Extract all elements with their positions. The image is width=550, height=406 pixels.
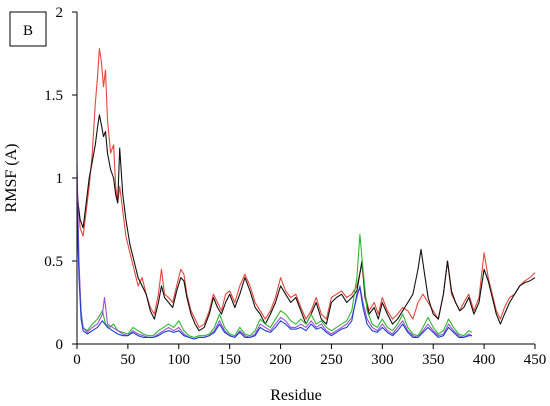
panel-label: B [23, 23, 33, 39]
series-line-3 [76, 211, 473, 338]
x-tick-label: 100 [168, 352, 191, 368]
y-tick-label: 1 [56, 171, 64, 187]
y-tick-label: 0.5 [44, 254, 63, 270]
series-line-1 [76, 47, 536, 328]
series-line-2 [76, 114, 536, 332]
x-tick-label: 400 [473, 352, 496, 368]
series-line-5 [76, 202, 472, 340]
x-tick-label: 450 [524, 352, 547, 368]
series-layer [76, 47, 536, 340]
x-tick-label: 50 [120, 352, 135, 368]
panel-label-box [9, 11, 47, 47]
series-line-4 [76, 164, 473, 340]
x-tick-label: 350 [422, 352, 445, 368]
y-tick-label: 2 [56, 5, 64, 21]
y-tick-label: 1.5 [44, 88, 63, 104]
x-axis-title: Residue [270, 387, 322, 404]
y-tick-label: 0 [56, 337, 64, 353]
labels-layer: 0 50 100 150 200 250 300 350 400 450 0 0.5 1 1.5 2 [44, 5, 546, 368]
x-tick-label: 250 [320, 352, 343, 368]
x-tick-label: 300 [371, 352, 394, 368]
x-tick-label: 0 [73, 352, 81, 368]
x-tick-label: 150 [218, 352, 241, 368]
axes-layer [72, 11, 536, 349]
x-tick-label: 200 [269, 352, 292, 368]
y-axis-title: RMSF (A) [3, 144, 20, 213]
